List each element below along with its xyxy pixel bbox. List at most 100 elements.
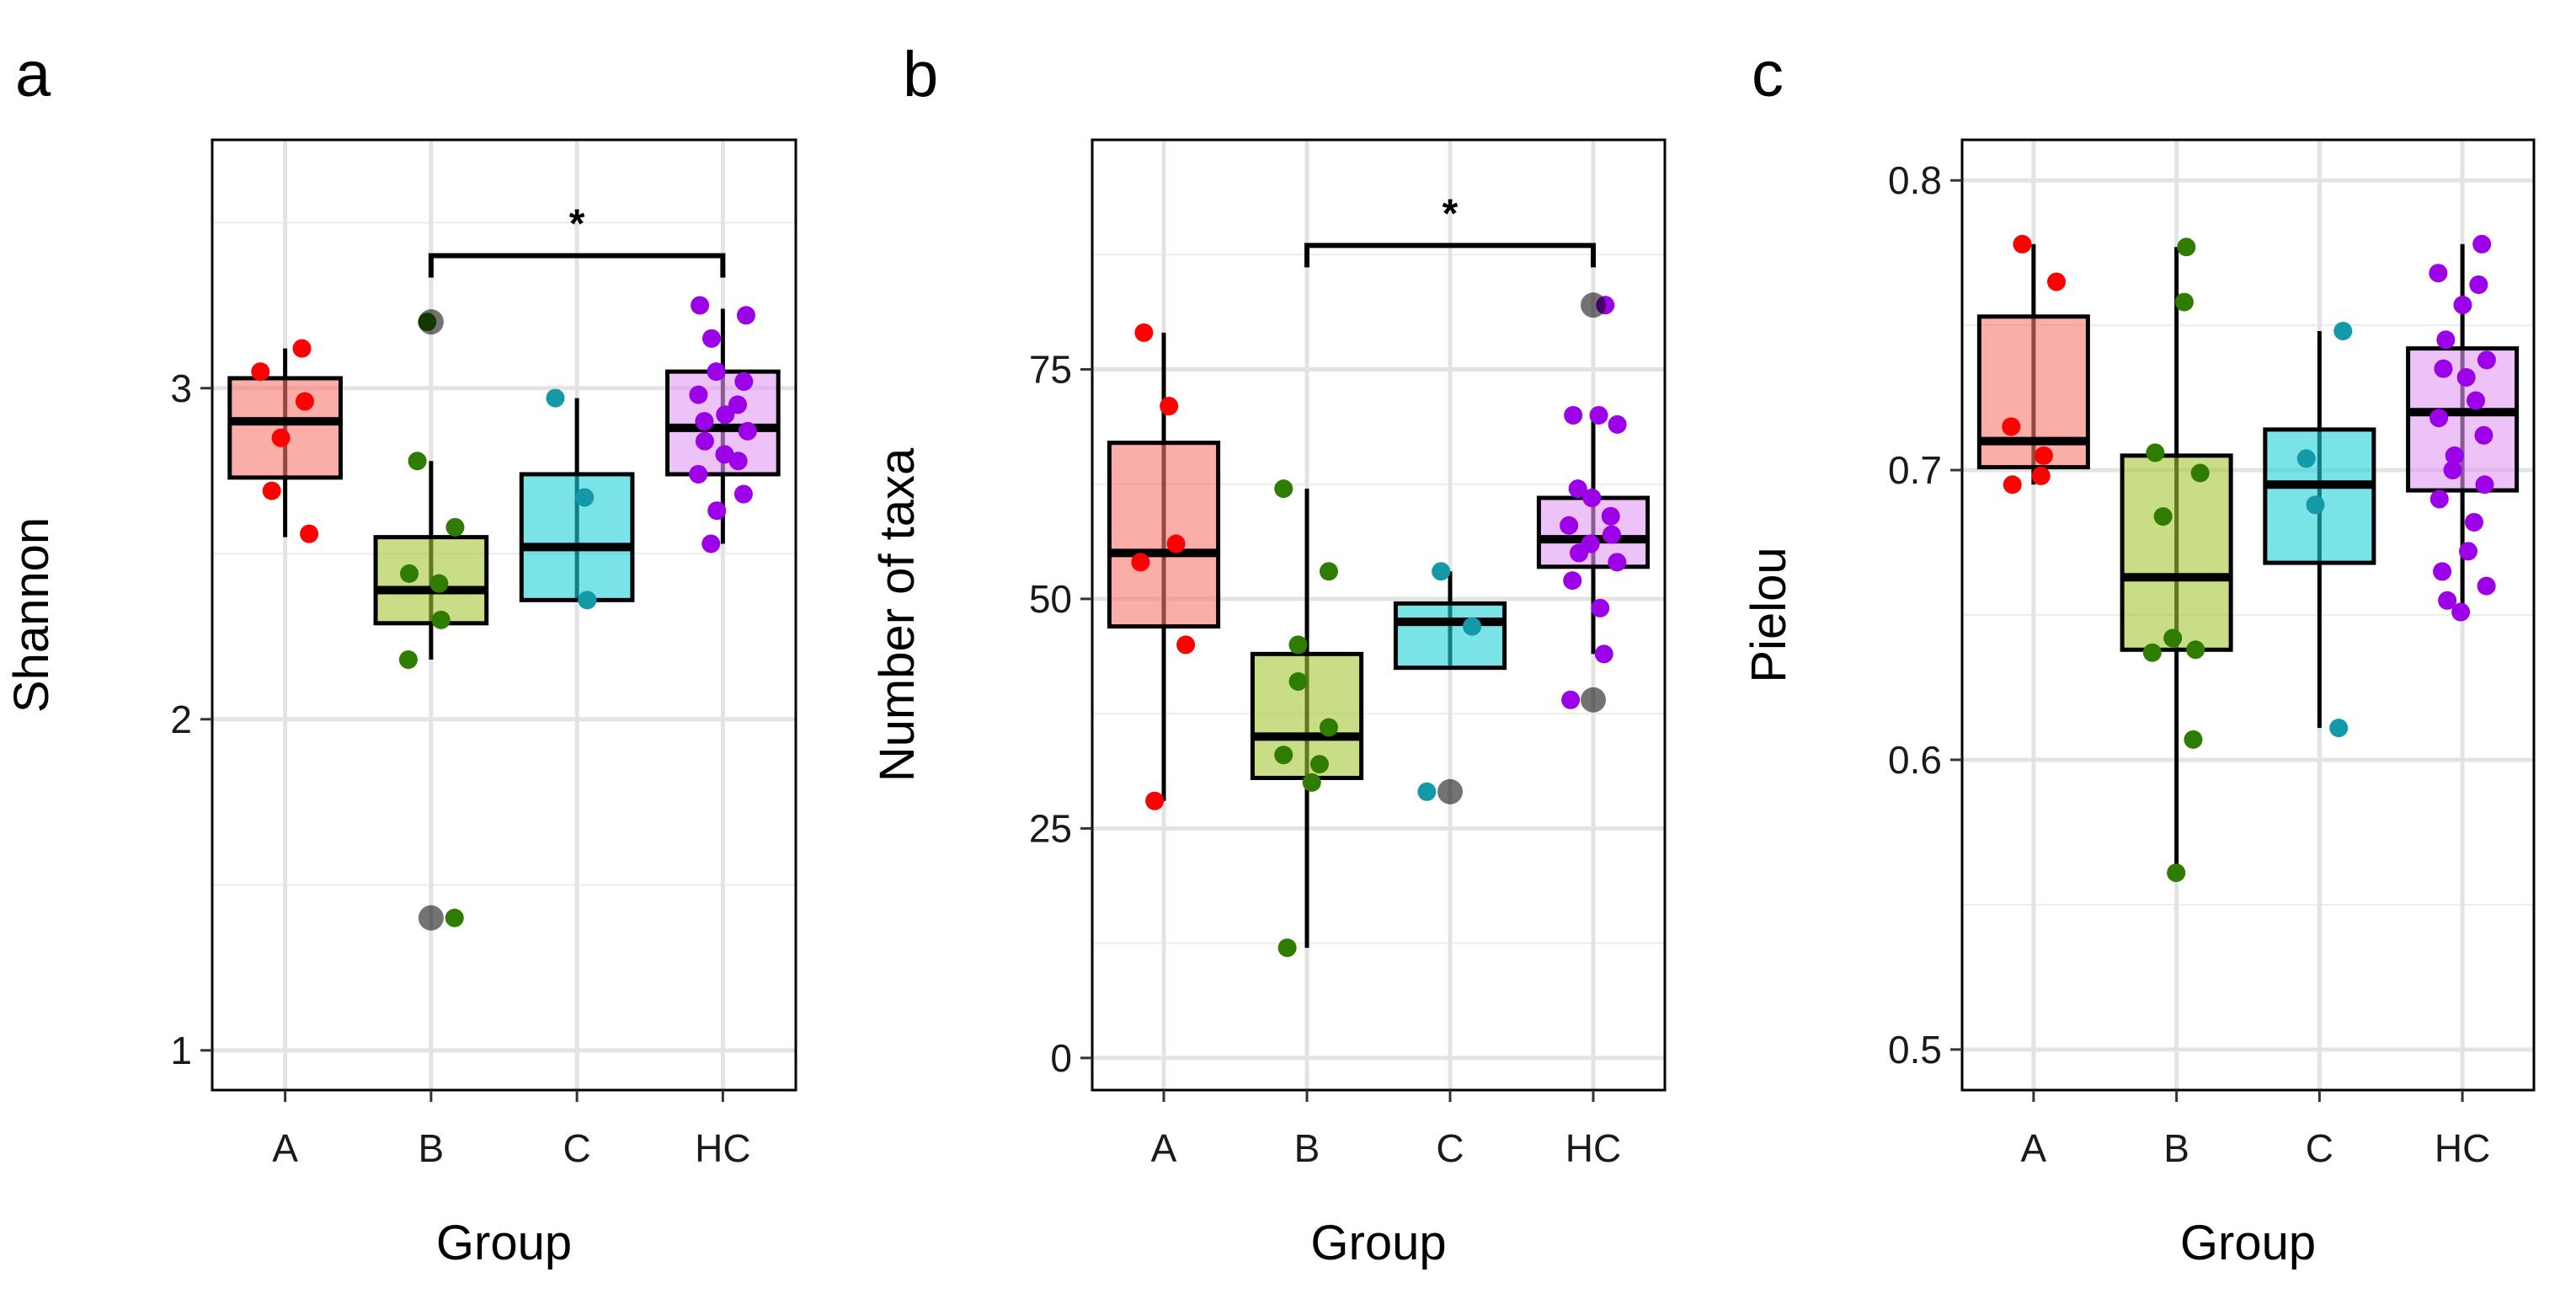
data-point xyxy=(2451,602,2471,622)
data-point xyxy=(689,385,708,404)
data-point xyxy=(1563,571,1582,591)
box-HC xyxy=(665,308,781,544)
significance-bracket: * xyxy=(1304,191,1596,268)
data-point xyxy=(2174,292,2194,312)
data-point xyxy=(2306,495,2325,515)
bracket-line xyxy=(1304,243,1596,268)
data-point xyxy=(2329,719,2349,738)
data-point xyxy=(2333,321,2353,340)
x-tick-label: HC xyxy=(1565,1126,1621,1170)
data-point xyxy=(1319,718,1338,737)
data-point xyxy=(2453,296,2472,315)
data-point xyxy=(295,392,314,411)
data-point xyxy=(738,421,757,441)
y-tick-label: 75 xyxy=(1029,347,1072,391)
data-points xyxy=(2002,234,2496,883)
data-point xyxy=(2167,863,2186,883)
x-axis-title: Group xyxy=(436,1216,572,1270)
data-point xyxy=(689,464,708,484)
outlier-point xyxy=(1581,687,1606,713)
data-point xyxy=(400,564,419,583)
data-point xyxy=(1145,791,1165,810)
data-point xyxy=(2472,234,2492,254)
data-point xyxy=(2474,425,2493,445)
y-tick-label: 0 xyxy=(1050,1036,1072,1080)
data-point xyxy=(1564,405,1583,425)
data-point xyxy=(431,610,451,629)
data-point xyxy=(2475,475,2494,494)
outliers xyxy=(418,309,444,931)
boxplots xyxy=(1107,332,1651,949)
data-point xyxy=(2034,446,2053,465)
data-point xyxy=(1589,405,1608,425)
data-point xyxy=(2190,463,2210,483)
panel-c: c 0.5 0.6 0.7 0.8 A B C HC Group Pielou xyxy=(1741,39,2536,1270)
data-point xyxy=(2296,449,2316,468)
x-tick-label: A xyxy=(272,1126,298,1170)
box-C xyxy=(1393,571,1507,671)
data-point xyxy=(728,452,748,471)
y-tick-label: 1 xyxy=(170,1029,192,1072)
data-point xyxy=(445,908,464,927)
data-point xyxy=(707,501,727,521)
data-point xyxy=(300,524,319,543)
data-point xyxy=(2142,643,2162,662)
box-B xyxy=(2120,247,2233,874)
box-iqr xyxy=(1250,651,1364,780)
data-point xyxy=(2163,628,2183,648)
panel-label: b xyxy=(903,39,938,110)
data-point xyxy=(2002,417,2021,436)
data-point xyxy=(429,574,449,593)
data-point xyxy=(271,428,291,447)
box-A xyxy=(227,348,343,537)
data-point xyxy=(2438,591,2457,610)
data-point xyxy=(701,534,721,553)
data-point xyxy=(2434,359,2453,378)
significance-label: * xyxy=(1443,191,1459,236)
x-tick-label: HC xyxy=(2435,1126,2490,1170)
data-point xyxy=(2456,368,2476,387)
y-axis: 0.5 0.6 0.7 0.8 xyxy=(1888,158,1962,1072)
data-point xyxy=(2429,409,2449,428)
data-point xyxy=(1166,534,1186,553)
data-point xyxy=(2177,238,2196,257)
data-point xyxy=(1432,562,1451,581)
data-point xyxy=(1594,644,1613,664)
data-point xyxy=(2184,730,2203,749)
data-point xyxy=(2469,275,2488,294)
data-point xyxy=(2436,330,2456,350)
outlier-point xyxy=(418,309,444,335)
data-point xyxy=(1463,617,1482,636)
x-axis: A B C HC xyxy=(1151,1090,1621,1170)
x-axis: A B C HC xyxy=(272,1090,751,1170)
y-tick-label: 0.6 xyxy=(1888,738,1942,782)
bracket-line xyxy=(428,253,726,278)
data-point xyxy=(2465,512,2484,532)
y-tick-label: 2 xyxy=(170,698,192,741)
x-tick-label: A xyxy=(2021,1126,2047,1170)
outlier-point xyxy=(1581,292,1606,318)
data-point xyxy=(1131,553,1150,572)
data-point xyxy=(2429,489,2449,509)
data-point xyxy=(546,388,565,408)
y-axis: 0 25 50 75 xyxy=(1029,347,1092,1080)
panel-label: a xyxy=(15,39,51,110)
x-tick-label: C xyxy=(1436,1126,1464,1170)
box-B xyxy=(1250,489,1364,949)
data-point xyxy=(1570,543,1589,563)
box-iqr xyxy=(1536,495,1651,569)
y-tick-label: 25 xyxy=(1029,806,1072,850)
data-point xyxy=(2186,640,2205,660)
y-axis-title: Pielou xyxy=(1741,547,1796,682)
data-point xyxy=(695,412,714,431)
outliers xyxy=(1437,292,1606,805)
data-point xyxy=(1302,772,1321,792)
data-point xyxy=(1277,938,1297,958)
data-point xyxy=(691,296,710,315)
data-point xyxy=(2013,234,2032,254)
data-point xyxy=(701,329,721,348)
significance-label: * xyxy=(569,202,585,247)
data-point xyxy=(1288,635,1308,655)
data-point xyxy=(1591,598,1610,617)
